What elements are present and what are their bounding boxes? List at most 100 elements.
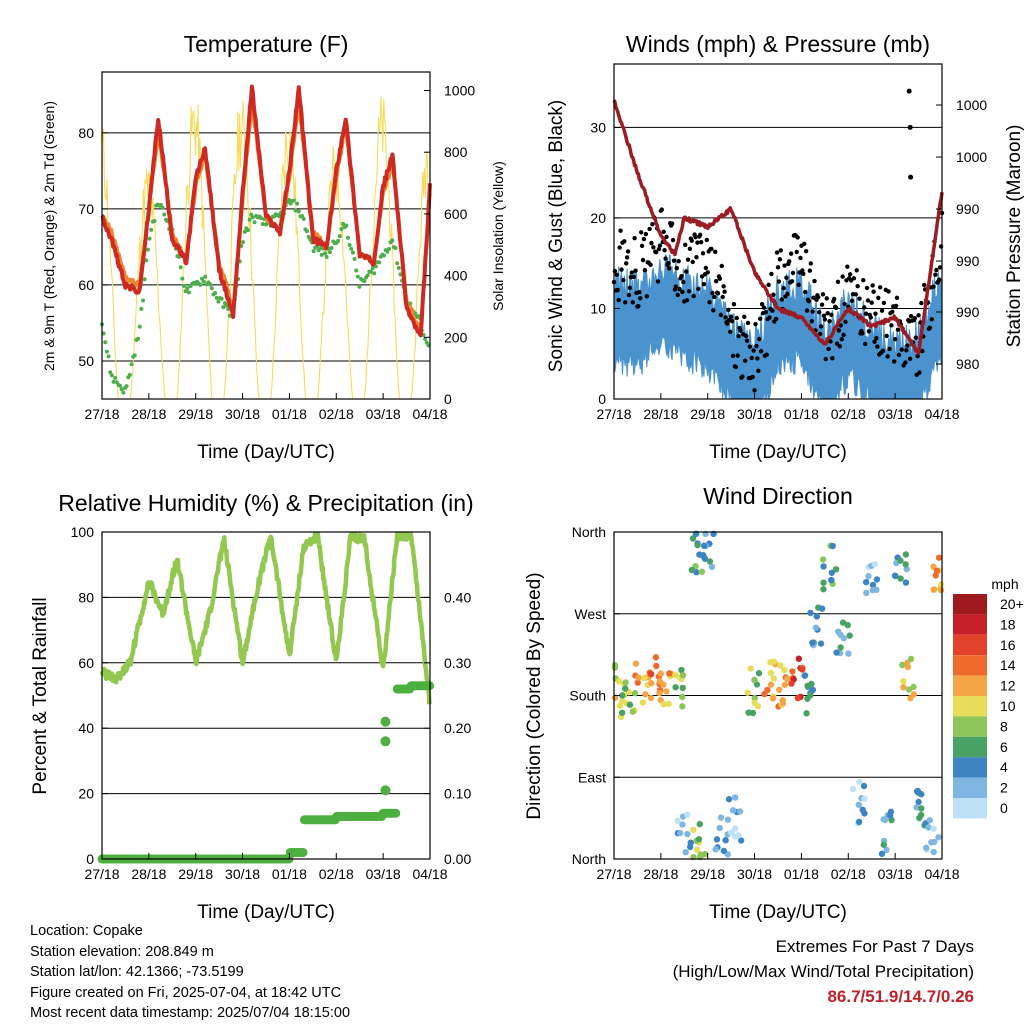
- dewpoint-point: [293, 208, 298, 213]
- legend-swatch: [953, 655, 987, 676]
- wind-direction-point: [616, 702, 624, 709]
- wind-direction-point: [626, 701, 634, 708]
- gust-point: [745, 320, 751, 326]
- winds-x-tick-label: 01/18: [784, 406, 819, 422]
- gust-point: [769, 271, 774, 277]
- gust-point: [659, 207, 664, 212]
- dewpoint-point: [101, 331, 106, 336]
- dewpoint-point: [198, 283, 203, 288]
- wind-direction-point: [679, 671, 687, 679]
- wind-direction-panel: Wind Direction NorthEastSouthWestNorth27…: [524, 483, 1024, 923]
- wind-direction-point: [779, 696, 786, 704]
- dewpoint-point: [200, 276, 205, 281]
- gust-point: [625, 249, 631, 254]
- gust-point: [812, 278, 817, 284]
- wind-direction-point: [663, 688, 670, 695]
- gust-point: [931, 284, 936, 289]
- wind-direction-point: [712, 846, 719, 853]
- wind-direction-point: [706, 558, 714, 565]
- legend-label: 10: [1000, 698, 1016, 714]
- gust-point: [734, 315, 739, 321]
- dewpoint-point: [250, 215, 255, 220]
- wind-direction-point: [880, 816, 887, 823]
- dewpoint-point: [144, 258, 149, 263]
- dewpoint-point: [183, 289, 188, 294]
- wind-direction-point: [820, 586, 827, 593]
- gust-point: [736, 333, 741, 339]
- dewpoint-point: [104, 349, 109, 354]
- wind-direction-left-axis-label: Direction (Colored By Speed): [524, 572, 545, 819]
- winds-panel: Winds (mph) & Pressure (mb) 0 10 20 30 980 99…: [546, 31, 1024, 463]
- wind-direction-x-axis-label: Time (Day/UTC): [709, 902, 847, 923]
- winds-x-tick-label: 04/18: [924, 406, 959, 422]
- temperature-x-tick-label: 03/18: [366, 406, 401, 422]
- legend-label: 14: [1000, 657, 1016, 673]
- gust-point: [728, 314, 734, 319]
- temperature-plot-frame: [101, 71, 431, 400]
- wind-direction-point: [900, 684, 907, 691]
- gust-point: [887, 346, 892, 352]
- winds-title: Winds (mph) & Pressure (mb): [626, 31, 930, 57]
- wind-direction-point: [781, 666, 788, 674]
- wind-direction-point: [804, 682, 811, 690]
- gust-point: [725, 321, 730, 326]
- gust-point: [907, 356, 913, 362]
- gust-point: [908, 313, 914, 319]
- gust-point: [865, 298, 871, 303]
- legend-swatch: [953, 777, 987, 798]
- gust-point: [689, 238, 694, 243]
- wind-direction-point: [647, 694, 655, 702]
- winds-x-tick-label: 29/18: [690, 406, 725, 422]
- gust-point: [679, 273, 684, 279]
- wind-direction-point: [807, 609, 814, 617]
- created-text: Figure created on Fri, 2025-07-04, at 18…: [30, 984, 342, 1001]
- wind-direction-point: [648, 680, 655, 687]
- gust-point: [774, 250, 780, 255]
- gust-point: [676, 258, 681, 264]
- wind-direction-point: [611, 664, 619, 671]
- wind-direction-point: [770, 675, 777, 682]
- wind-direction-point: [767, 681, 775, 688]
- gust-point: [626, 292, 632, 298]
- wind-direction-point: [856, 778, 863, 786]
- gust-point: [763, 309, 769, 315]
- gust-point: [710, 290, 715, 296]
- wind-direction-point: [900, 678, 907, 685]
- dewpoint-point: [339, 227, 344, 232]
- legend-label: 8: [1000, 718, 1008, 734]
- wind-direction-y-tick-label: North: [572, 851, 606, 867]
- wind-direction-point: [886, 812, 894, 819]
- temperature-y2-tick-label: 800: [444, 144, 468, 160]
- dewpoint-point: [129, 362, 134, 367]
- wind-direction-point: [622, 679, 629, 686]
- gust-point: [653, 249, 659, 255]
- gust-point: [667, 266, 672, 271]
- gust-point: [829, 312, 834, 318]
- dewpoint-point: [347, 243, 352, 248]
- dewpoint-point: [393, 246, 398, 251]
- wind-direction-point: [751, 699, 758, 707]
- wind-direction-point: [684, 830, 691, 838]
- gust-point: [816, 294, 821, 300]
- winds-y2-tick-label: 1000: [956, 97, 987, 113]
- wind-direction-x-tick-label: 29/18: [690, 866, 725, 882]
- gust-point: [788, 251, 794, 256]
- winds-x-tick-label: 30/18: [737, 406, 772, 422]
- wind-direction-point: [873, 576, 881, 583]
- dewpoint-point: [139, 306, 144, 311]
- gust-point: [880, 348, 886, 354]
- gust-point: [807, 268, 813, 273]
- wind-direction-point: [915, 798, 922, 806]
- gust-point: [841, 332, 846, 338]
- gust-point: [757, 336, 762, 342]
- wind-direction-point: [701, 850, 709, 858]
- gust-point: [830, 355, 835, 361]
- gust-point: [876, 295, 881, 301]
- wind-direction-point: [708, 563, 716, 571]
- gust-point: [661, 229, 666, 235]
- wind-direction-point: [880, 841, 887, 848]
- wind-direction-point: [678, 666, 685, 674]
- wind-direction-point: [679, 821, 686, 828]
- dewpoint-point: [318, 246, 323, 251]
- wind-direction-point: [855, 818, 863, 826]
